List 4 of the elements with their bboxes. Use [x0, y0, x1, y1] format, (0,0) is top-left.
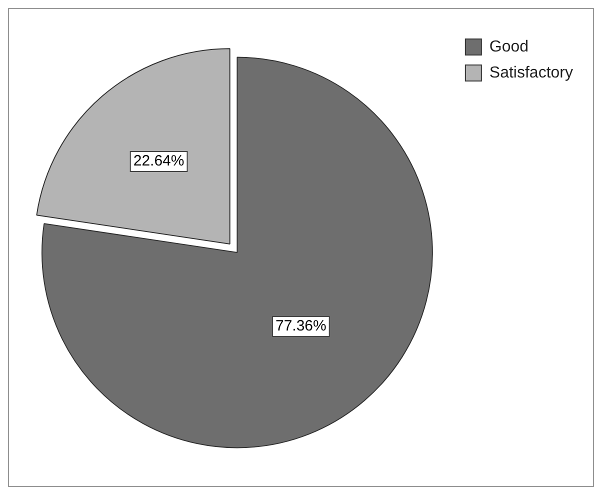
data-label: 22.64%	[133, 152, 184, 170]
legend-label: Satisfactory	[489, 64, 574, 82]
data-label: 77.36%	[275, 318, 326, 335]
legend-label: Good	[489, 38, 529, 56]
